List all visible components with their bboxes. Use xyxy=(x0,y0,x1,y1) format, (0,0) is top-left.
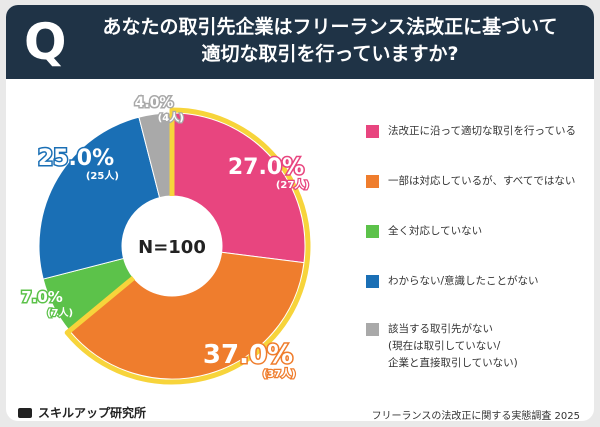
legend-swatch xyxy=(366,175,379,188)
center-label: N=100 xyxy=(138,237,206,258)
question-header: Q あなたの取引先企業はフリーランス法改正に基づいて 適切な取引を行っていますか… xyxy=(6,5,594,79)
brand-name: スキルアップ研究所 xyxy=(38,406,147,420)
pie-percent-label-2: 37.0% xyxy=(203,340,293,370)
question-title: あなたの取引先企業はフリーランス法改正に基づいて 適切な取引を行っていますか? xyxy=(102,16,558,65)
pie-count-label-2: (37人) xyxy=(263,367,296,380)
survey-source: フリーランスの法改正に関する実態調査 2025 xyxy=(371,411,580,421)
survey-card: Q あなたの取引先企業はフリーランス法改正に基づいて 適切な取引を行っていますか… xyxy=(6,5,594,421)
pie-chart: N=100 27.0%(27人) 37.0%(37人) 7.0%(7人) 25.0%(2… xyxy=(20,94,311,385)
pie-count-label-3: (7人) xyxy=(47,306,73,319)
highlight-outline xyxy=(64,107,311,385)
legend-label: わからない/意識したことがない xyxy=(388,275,539,287)
brand-logo: スキルアップ研究所 xyxy=(18,404,146,421)
pie-percent-label-1: 27.0% xyxy=(228,155,304,180)
legend-swatch xyxy=(366,275,379,288)
graduation-cap-icon xyxy=(18,408,32,418)
pie-percent-label-3: 7.0% xyxy=(21,288,63,306)
q-badge: Q xyxy=(24,13,67,71)
pie-percent-label-5: 4.0% xyxy=(135,95,174,111)
pie-percent-label-4: 25.0% xyxy=(38,146,114,171)
legend-label: 法改正に沿って適切な取引を行っている xyxy=(388,125,576,137)
pie-center xyxy=(122,196,222,296)
pie-count-label-5: (4人) xyxy=(158,111,184,124)
legend-label: 全く対応していない xyxy=(388,225,483,237)
legend-swatch xyxy=(366,125,379,138)
legend-swatch xyxy=(366,323,379,336)
legend-label: 該当する取引先がない (現在は取引していない/ 企業と直接取引していない) xyxy=(388,323,518,369)
pie-count-label-4: (25人) xyxy=(86,169,119,182)
pie-count-label-1: (27人) xyxy=(276,178,309,191)
legend-label: 一部は対応しているが、すべてではない xyxy=(388,175,576,187)
legend-swatch xyxy=(366,225,379,238)
